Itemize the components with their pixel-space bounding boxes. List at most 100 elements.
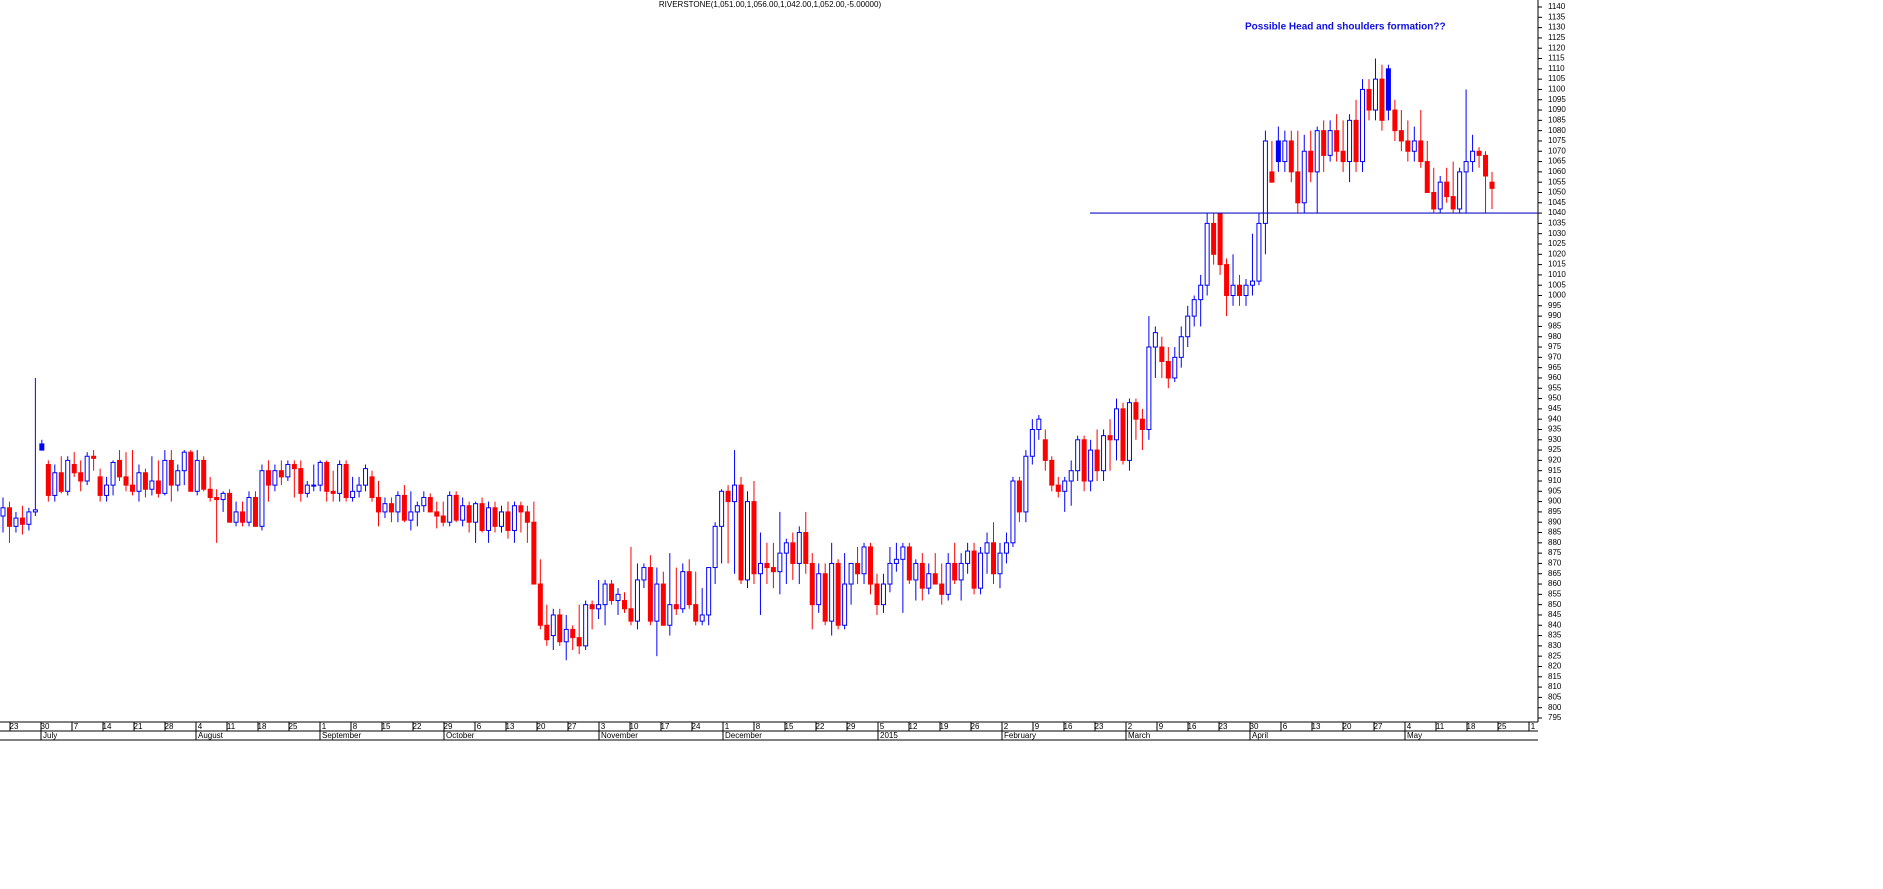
- x-tick-label: 8: [756, 722, 761, 731]
- candle-body: [563, 628, 569, 643]
- x-tick-label: 23: [10, 722, 19, 731]
- candle-body: [278, 470, 284, 478]
- candle-body: [660, 583, 666, 626]
- candle-body: [382, 503, 388, 513]
- candle-body: [583, 604, 589, 647]
- month-label: April: [1252, 731, 1268, 740]
- candle-body: [803, 532, 809, 564]
- candle-body: [194, 459, 200, 492]
- candle-body: [52, 472, 58, 496]
- x-tick-label: 5: [880, 722, 885, 731]
- candle-body: [1114, 408, 1120, 441]
- candle-body: [311, 484, 317, 487]
- y-tick-label: 945: [1548, 404, 1562, 413]
- candle-body: [609, 583, 615, 602]
- candle-body: [214, 496, 220, 501]
- candle-body: [32, 509, 38, 513]
- candle-body: [745, 501, 750, 581]
- candle-body: [971, 550, 977, 589]
- candle-body: [1372, 78, 1378, 111]
- candle-body: [621, 600, 627, 610]
- candle-body: [0, 507, 6, 517]
- y-tick-label: 795: [1548, 713, 1562, 722]
- y-tick-label: 1100: [1548, 85, 1566, 94]
- x-tick-label: 16: [1064, 722, 1073, 731]
- y-tick-label: 810: [1548, 682, 1562, 691]
- candle-body: [91, 455, 97, 459]
- x-tick-label: 2: [1004, 722, 1009, 731]
- y-tick-label: 920: [1548, 456, 1562, 465]
- candle-body: [913, 562, 919, 581]
- candle-body: [162, 459, 168, 494]
- candle-body: [1146, 346, 1152, 430]
- month-label: May: [1407, 731, 1422, 740]
- candle-body: [1204, 222, 1210, 286]
- candle-body: [712, 525, 718, 569]
- y-tick-label: 855: [1548, 589, 1562, 598]
- candle-body: [1217, 212, 1223, 266]
- candle-body: [777, 552, 783, 573]
- x-tick-label: 1: [725, 722, 730, 731]
- candle-body: [317, 461, 323, 486]
- candle-body: [395, 494, 401, 513]
- x-tick-label: 15: [382, 722, 391, 731]
- y-tick-label: 1055: [1548, 177, 1566, 186]
- candle-body: [466, 505, 472, 523]
- candle-body: [473, 503, 479, 523]
- candle-body: [304, 484, 310, 494]
- x-tick-label: 28: [165, 722, 174, 731]
- candle-body: [1424, 161, 1430, 193]
- y-tick-label: 1035: [1548, 219, 1566, 228]
- candle-body: [1178, 336, 1184, 358]
- candle-body: [1191, 299, 1197, 317]
- candle-body: [686, 571, 692, 606]
- y-tick-label: 870: [1548, 559, 1562, 568]
- candle-body: [1437, 181, 1443, 210]
- candle-body: [58, 472, 64, 492]
- candle-body: [732, 484, 738, 503]
- x-tick-label: 18: [258, 722, 267, 731]
- candle-body: [1139, 418, 1145, 430]
- candle-body: [337, 464, 343, 494]
- y-tick-label: 875: [1548, 548, 1562, 557]
- candle-body: [887, 562, 893, 585]
- candle-body: [440, 515, 446, 523]
- y-tick-label: 805: [1548, 693, 1562, 702]
- y-tick-label: 910: [1548, 476, 1562, 485]
- candle-body: [265, 470, 271, 486]
- x-tick-label: 18: [1467, 722, 1476, 731]
- y-tick-label: 905: [1548, 486, 1562, 495]
- y-tick-label: 985: [1548, 322, 1562, 331]
- candle-body: [615, 593, 621, 602]
- candle-body: [919, 562, 925, 589]
- candle-body: [1489, 181, 1495, 189]
- candle-body: [227, 492, 233, 523]
- x-tick-label: 23: [1219, 722, 1228, 731]
- y-tick-label: 940: [1548, 414, 1562, 423]
- candle-body: [1249, 280, 1255, 286]
- candle-body: [414, 505, 420, 513]
- candle-body: [1334, 130, 1340, 152]
- candle-body: [1431, 191, 1437, 210]
- candle-body: [65, 459, 71, 492]
- x-tick-label: 29: [847, 722, 856, 731]
- x-tick-label: 27: [568, 722, 577, 731]
- y-tick-label: 1090: [1548, 105, 1566, 114]
- candle-body: [1088, 449, 1094, 482]
- x-tick-label: 8: [353, 722, 358, 731]
- candle-body: [822, 573, 828, 622]
- candle-body: [751, 501, 757, 575]
- candle-body: [764, 562, 770, 569]
- candle-body: [1483, 154, 1489, 177]
- candle-body: [1444, 181, 1450, 198]
- x-tick-label: 20: [537, 722, 546, 731]
- candle-body: [1237, 284, 1243, 297]
- candle-body: [1398, 130, 1404, 142]
- y-tick-label: 900: [1548, 497, 1562, 506]
- candle-body: [939, 583, 945, 595]
- candle-body: [1392, 109, 1398, 132]
- candle-body: [1211, 222, 1217, 255]
- candle-body: [900, 546, 906, 560]
- candle-body: [906, 546, 912, 581]
